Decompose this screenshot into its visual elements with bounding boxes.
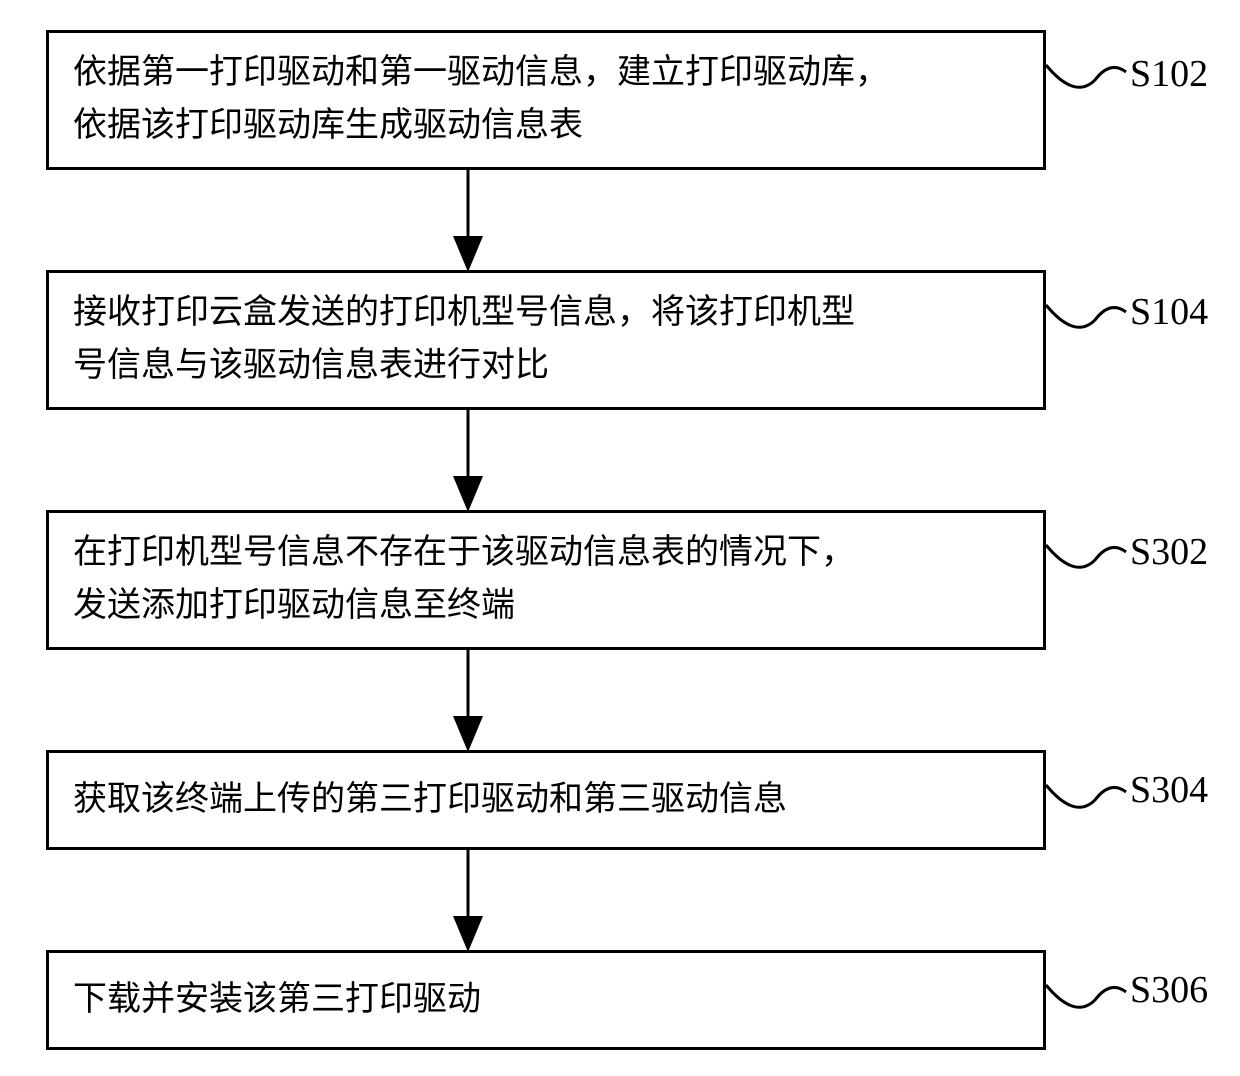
step-text: 下载并安装该第三打印驱动 — [73, 974, 481, 1027]
step-box-s306: 下载并安装该第三打印驱动 — [46, 950, 1046, 1050]
step-box-s302: 在打印机型号信息不存在于该驱动信息表的情况下， 发送添加打印驱动信息至终端 — [46, 510, 1046, 650]
step-text: 获取该终端上传的第三打印驱动和第三驱动信息 — [73, 774, 787, 827]
label-connector-s102 — [1046, 65, 1126, 87]
step-label-s102: S102 — [1130, 52, 1208, 96]
step-label-s304: S304 — [1130, 768, 1208, 812]
step-box-s104: 接收打印云盒发送的打印机型号信息，将该打印机型 号信息与该驱动信息表进行对比 — [46, 270, 1046, 410]
step-text: 在打印机型号信息不存在于该驱动信息表的情况下， 发送添加打印驱动信息至终端 — [73, 527, 855, 632]
label-connector-s104 — [1046, 305, 1126, 327]
label-connector-s302 — [1046, 545, 1126, 567]
step-text: 依据第一打印驱动和第一驱动信息，建立打印驱动库， 依据该打印驱动库生成驱动信息表 — [73, 47, 889, 152]
step-text: 接收打印云盒发送的打印机型号信息，将该打印机型 号信息与该驱动信息表进行对比 — [73, 287, 855, 392]
step-box-s304: 获取该终端上传的第三打印驱动和第三驱动信息 — [46, 750, 1046, 850]
step-label-s104: S104 — [1130, 290, 1208, 334]
flowchart-canvas: 依据第一打印驱动和第一驱动信息，建立打印驱动库， 依据该打印驱动库生成驱动信息表… — [0, 0, 1240, 1076]
label-connector-s304 — [1046, 785, 1126, 807]
label-connector-s306 — [1046, 985, 1126, 1007]
step-label-s302: S302 — [1130, 530, 1208, 574]
step-box-s102: 依据第一打印驱动和第一驱动信息，建立打印驱动库， 依据该打印驱动库生成驱动信息表 — [46, 30, 1046, 170]
step-label-s306: S306 — [1130, 968, 1208, 1012]
